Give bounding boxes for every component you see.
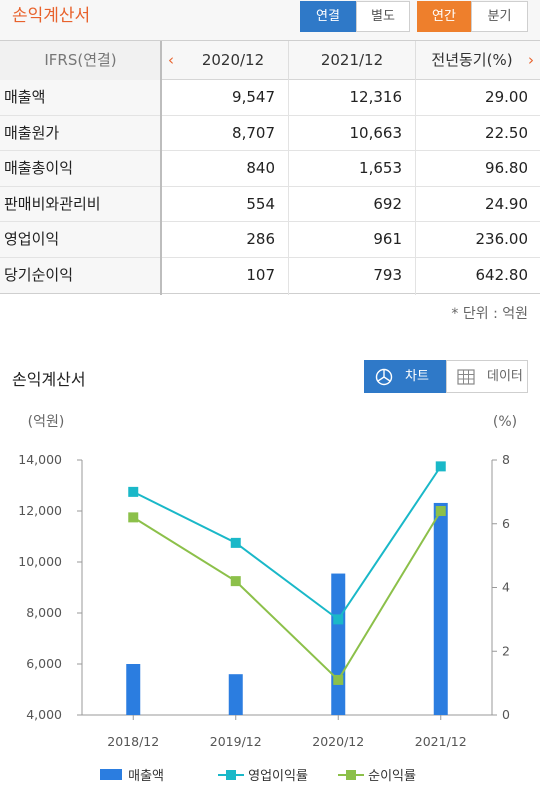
- table-cell: 96.80: [485, 159, 528, 177]
- table-cell: 554: [246, 194, 275, 213]
- table-row: 매출액 9,547 12,316 29.00: [0, 80, 540, 116]
- prev-arrow-icon[interactable]: ‹: [168, 51, 174, 69]
- row-label: 영업이익: [0, 222, 161, 257]
- series-line: [132, 465, 442, 621]
- table-divider: [288, 80, 289, 295]
- series-point: [333, 614, 344, 625]
- y-axis-right-label: (%): [493, 414, 517, 430]
- table-divider: [415, 80, 416, 295]
- legend-label: 순이익률: [368, 769, 416, 784]
- table-row: 영업이익 286 961 236.00: [0, 222, 540, 258]
- y-left-tick-label: 10,000: [18, 554, 62, 569]
- table-cell: 236.00: [475, 230, 529, 248]
- row-label: 매출액: [0, 80, 161, 115]
- y-left-tick-label: 4,000: [26, 707, 62, 722]
- next-arrow-icon[interactable]: ›: [528, 51, 534, 69]
- table-row: 매출총이익 840 1,653 96.80: [0, 151, 540, 187]
- series-point: [333, 674, 344, 685]
- line-swatch-icon: [218, 770, 244, 780]
- y-right-tick-label: 2: [502, 643, 510, 658]
- table-grid-icon: [457, 369, 475, 385]
- series-point: [128, 512, 139, 523]
- table-cell: 961: [373, 230, 402, 248]
- series-point: [128, 486, 139, 497]
- x-tick-label: 2021/12: [415, 734, 467, 749]
- legend-item-sales: 매출액: [100, 765, 164, 784]
- header-divider: [288, 41, 289, 80]
- series-point: [230, 576, 241, 587]
- y-left-tick-label: 14,000: [18, 452, 62, 467]
- y-left-tick-label: 6,000: [26, 656, 62, 671]
- series-point: [435, 461, 446, 472]
- chart-view-label: 차트: [405, 369, 429, 384]
- legend-label: 영업이익률: [248, 769, 308, 784]
- income-statement-table: IFRS(연결) ‹ 2020/12 2021/12 전년동기(%) › 매출액…: [0, 40, 540, 295]
- line-swatch-icon: [338, 770, 364, 780]
- table-cell: 107: [246, 265, 275, 284]
- column-header: 2020/12: [201, 51, 265, 69]
- bar-sales: [331, 573, 346, 715]
- page-title: 손익계산서: [12, 6, 91, 26]
- table-cell: 8,707: [232, 123, 275, 142]
- top-bar: 손익계산서 연결 별도 연간 분기: [0, 0, 540, 40]
- table-cell: 793: [373, 265, 402, 284]
- table-cell: 840: [246, 159, 275, 177]
- table-row: 매출원가 8,707 10,663 22.50: [0, 115, 540, 151]
- bar-sales: [228, 674, 243, 715]
- table-cell: 10,663: [349, 123, 403, 142]
- row-label: 당기순이익: [0, 257, 161, 293]
- row-label: 매출원가: [0, 115, 161, 150]
- combo-chart: (억원) (%) 4,000 6,000 8,000 10,000 12,000 14,000…: [18, 414, 517, 749]
- tab-consolidated[interactable]: 연결: [300, 1, 356, 32]
- y-left-tick-label: 12,000: [18, 503, 62, 518]
- header-divider: [415, 41, 416, 80]
- row-label: 매출총이익: [0, 151, 161, 186]
- column-header: 전년동기(%): [431, 51, 513, 69]
- table-cell: 692: [373, 194, 402, 213]
- x-tick-label: 2019/12: [210, 734, 262, 749]
- column-header: 2021/12: [320, 51, 384, 69]
- x-tick-label: 2018/12: [107, 734, 159, 749]
- unit-note: * 단위 : 억원: [451, 306, 528, 322]
- tab-annual[interactable]: 연간: [417, 1, 471, 32]
- data-view-button[interactable]: 데이터: [446, 360, 528, 393]
- tab-quarterly[interactable]: 분기: [471, 1, 528, 32]
- table-cell: 29.00: [485, 88, 528, 106]
- y-right-tick-label: 8: [502, 452, 510, 467]
- y-axis-left-label: (억원): [28, 414, 65, 430]
- bar-sales: [433, 502, 448, 715]
- table-divider: [160, 41, 162, 295]
- bar-swatch-icon: [100, 769, 122, 780]
- table-cell: 9,547: [232, 88, 275, 106]
- table-cell: 1,653: [359, 159, 402, 177]
- legend-item-net-margin: 순이익률: [338, 765, 416, 784]
- table-corner-label: IFRS(연결): [0, 41, 161, 80]
- row-label: 판매비와관리비: [0, 186, 161, 221]
- chart-view-button[interactable]: 차트: [364, 360, 446, 393]
- y-right-tick-label: 6: [502, 516, 510, 531]
- legend-label: 매출액: [128, 769, 165, 784]
- tab-separate[interactable]: 별도: [356, 1, 410, 32]
- table-cell: 642.80: [475, 265, 529, 284]
- table-cell: 286: [246, 230, 275, 248]
- series-point: [230, 537, 241, 548]
- y-right-tick-label: 4: [502, 580, 510, 595]
- table-cell: 22.50: [485, 123, 528, 142]
- table-header: IFRS(연결) ‹ 2020/12 2021/12 전년동기(%) ›: [0, 41, 540, 80]
- table-row: 판매비와관리비 554 692 24.90: [0, 186, 540, 222]
- table-cell: 12,316: [349, 88, 403, 106]
- data-view-label: 데이터: [487, 369, 523, 384]
- y-right-tick-label: 0: [502, 707, 510, 722]
- bar-sales: [126, 664, 141, 715]
- table-row: 당기순이익 107 793 642.80: [0, 257, 540, 293]
- series-point: [435, 506, 446, 516]
- series-line: [132, 510, 442, 682]
- legend-item-operating-margin: 영업이익률: [218, 765, 308, 784]
- chart-section-title: 손익계산서: [12, 370, 86, 389]
- x-tick-label: 2020/12: [312, 734, 364, 749]
- y-left-tick-label: 8,000: [26, 605, 62, 620]
- pie-chart-icon: [375, 368, 393, 386]
- table-cell: 24.90: [485, 194, 528, 213]
